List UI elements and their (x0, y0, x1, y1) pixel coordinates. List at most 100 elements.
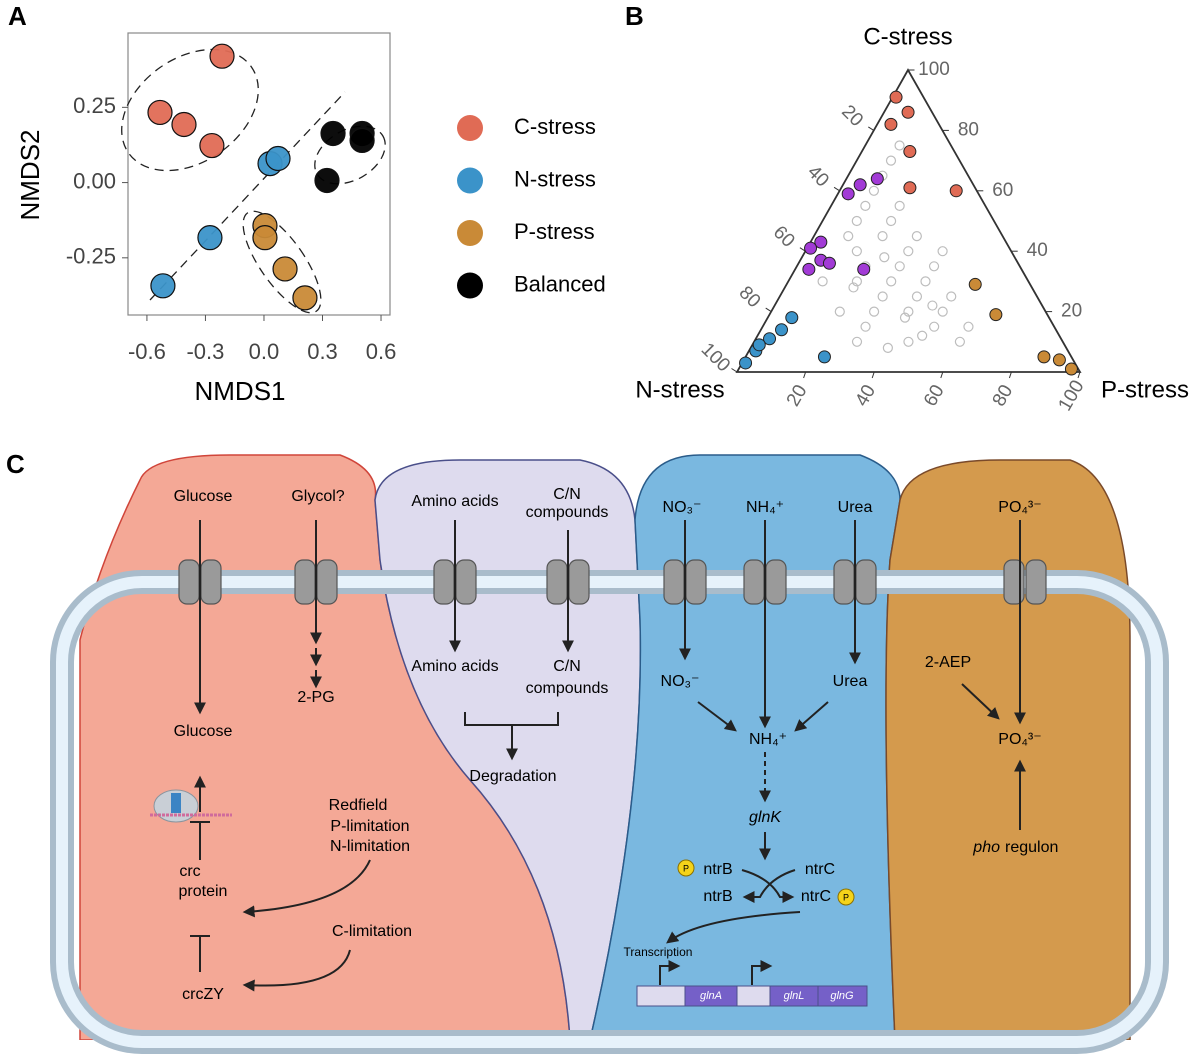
label: protein (179, 883, 228, 900)
transporter (855, 559, 877, 605)
tick-label: 20 (1061, 301, 1082, 322)
protein-icon (171, 793, 181, 813)
panel-label: C (6, 449, 25, 479)
axis-label: P-stress (1101, 376, 1189, 403)
gene-box (817, 985, 868, 1007)
point (903, 246, 914, 257)
point (903, 145, 917, 159)
point (314, 167, 340, 194)
gene-label: glnG (830, 990, 854, 1002)
label: NO₃⁻ (663, 499, 702, 516)
tick (803, 371, 807, 379)
label: Glucose (174, 723, 233, 740)
point (1037, 350, 1051, 364)
point (199, 132, 225, 159)
tick (799, 247, 806, 252)
label: crcZY (182, 986, 224, 1003)
tick (868, 126, 875, 131)
label: ntrC (805, 861, 835, 878)
label: 2-AEP (925, 654, 971, 671)
arrow (666, 911, 801, 944)
point (889, 90, 903, 104)
tick-label: 60 (769, 222, 799, 252)
point (851, 215, 862, 227)
y-tick-label: 0.25 (73, 93, 116, 118)
x-axis-label: NMDS1 (194, 376, 285, 406)
point (928, 261, 940, 272)
label: P-limitation (330, 818, 409, 835)
arrow (741, 869, 795, 903)
label: NH₄⁺ (746, 499, 784, 516)
label: NH₄⁺ (749, 731, 787, 748)
point (929, 321, 940, 332)
transporter (568, 559, 590, 605)
tick (833, 186, 840, 192)
point (775, 323, 789, 337)
point (877, 291, 888, 302)
point (868, 306, 880, 317)
tick-label: 60 (992, 180, 1013, 201)
arrow (742, 869, 796, 903)
phosphate-icon (677, 859, 695, 877)
panel-label: B (625, 1, 644, 31)
x-tick-label: -0.6 (128, 339, 166, 364)
point (903, 336, 914, 347)
ribosome-icon (150, 789, 232, 823)
label: C/N (553, 486, 581, 503)
gene-box (636, 985, 686, 1007)
label: P (843, 892, 849, 902)
transporters (178, 559, 1047, 605)
x-tick-label: -0.3 (186, 339, 224, 364)
x-tick-label: 0.6 (366, 339, 397, 364)
point (879, 252, 890, 263)
y-axis-label: NMDS2 (15, 129, 45, 220)
tick-label: 100 (918, 59, 950, 80)
gene-box (736, 985, 771, 1007)
label: Urea (838, 499, 873, 516)
tick-label: 20 (783, 381, 812, 410)
point (1052, 353, 1066, 367)
transporter (546, 559, 568, 605)
legend-label: P-stress (514, 219, 595, 244)
x-tick-label: 0.0 (249, 339, 280, 364)
label: Amino acids (411, 658, 498, 675)
point (860, 200, 871, 211)
point (917, 330, 928, 341)
point (903, 306, 914, 317)
point (870, 172, 884, 186)
point (946, 291, 957, 302)
label: P (683, 863, 689, 873)
label: ntrB (703, 888, 732, 905)
axis-label: N-stress (635, 376, 724, 403)
label: ntrC (801, 888, 831, 905)
point (147, 99, 173, 126)
point (857, 262, 871, 276)
tick-label: 40 (1027, 240, 1048, 261)
point (882, 342, 893, 353)
legend-swatch (457, 220, 483, 246)
inhibition (190, 935, 210, 972)
transporter (663, 559, 685, 605)
label: Amino acids (411, 493, 498, 510)
point (851, 246, 862, 257)
point (349, 127, 375, 154)
point (1064, 362, 1078, 376)
y-tick-label: 0.00 (73, 168, 116, 193)
label: NO₃⁻ (661, 673, 700, 690)
label: Glycol? (291, 488, 344, 505)
tick (871, 371, 875, 379)
point (911, 291, 923, 302)
label: Redfield (329, 797, 388, 814)
point (739, 356, 753, 370)
point (785, 311, 799, 325)
point (252, 225, 278, 251)
transporter (455, 559, 477, 605)
label: PO₄³⁻ (998, 731, 1041, 748)
point (920, 276, 931, 287)
arrow (961, 683, 1000, 720)
label: 2-PG (297, 689, 334, 706)
tick-label: 20 (837, 101, 867, 131)
point (853, 178, 867, 192)
point (814, 235, 828, 249)
point (894, 200, 905, 211)
